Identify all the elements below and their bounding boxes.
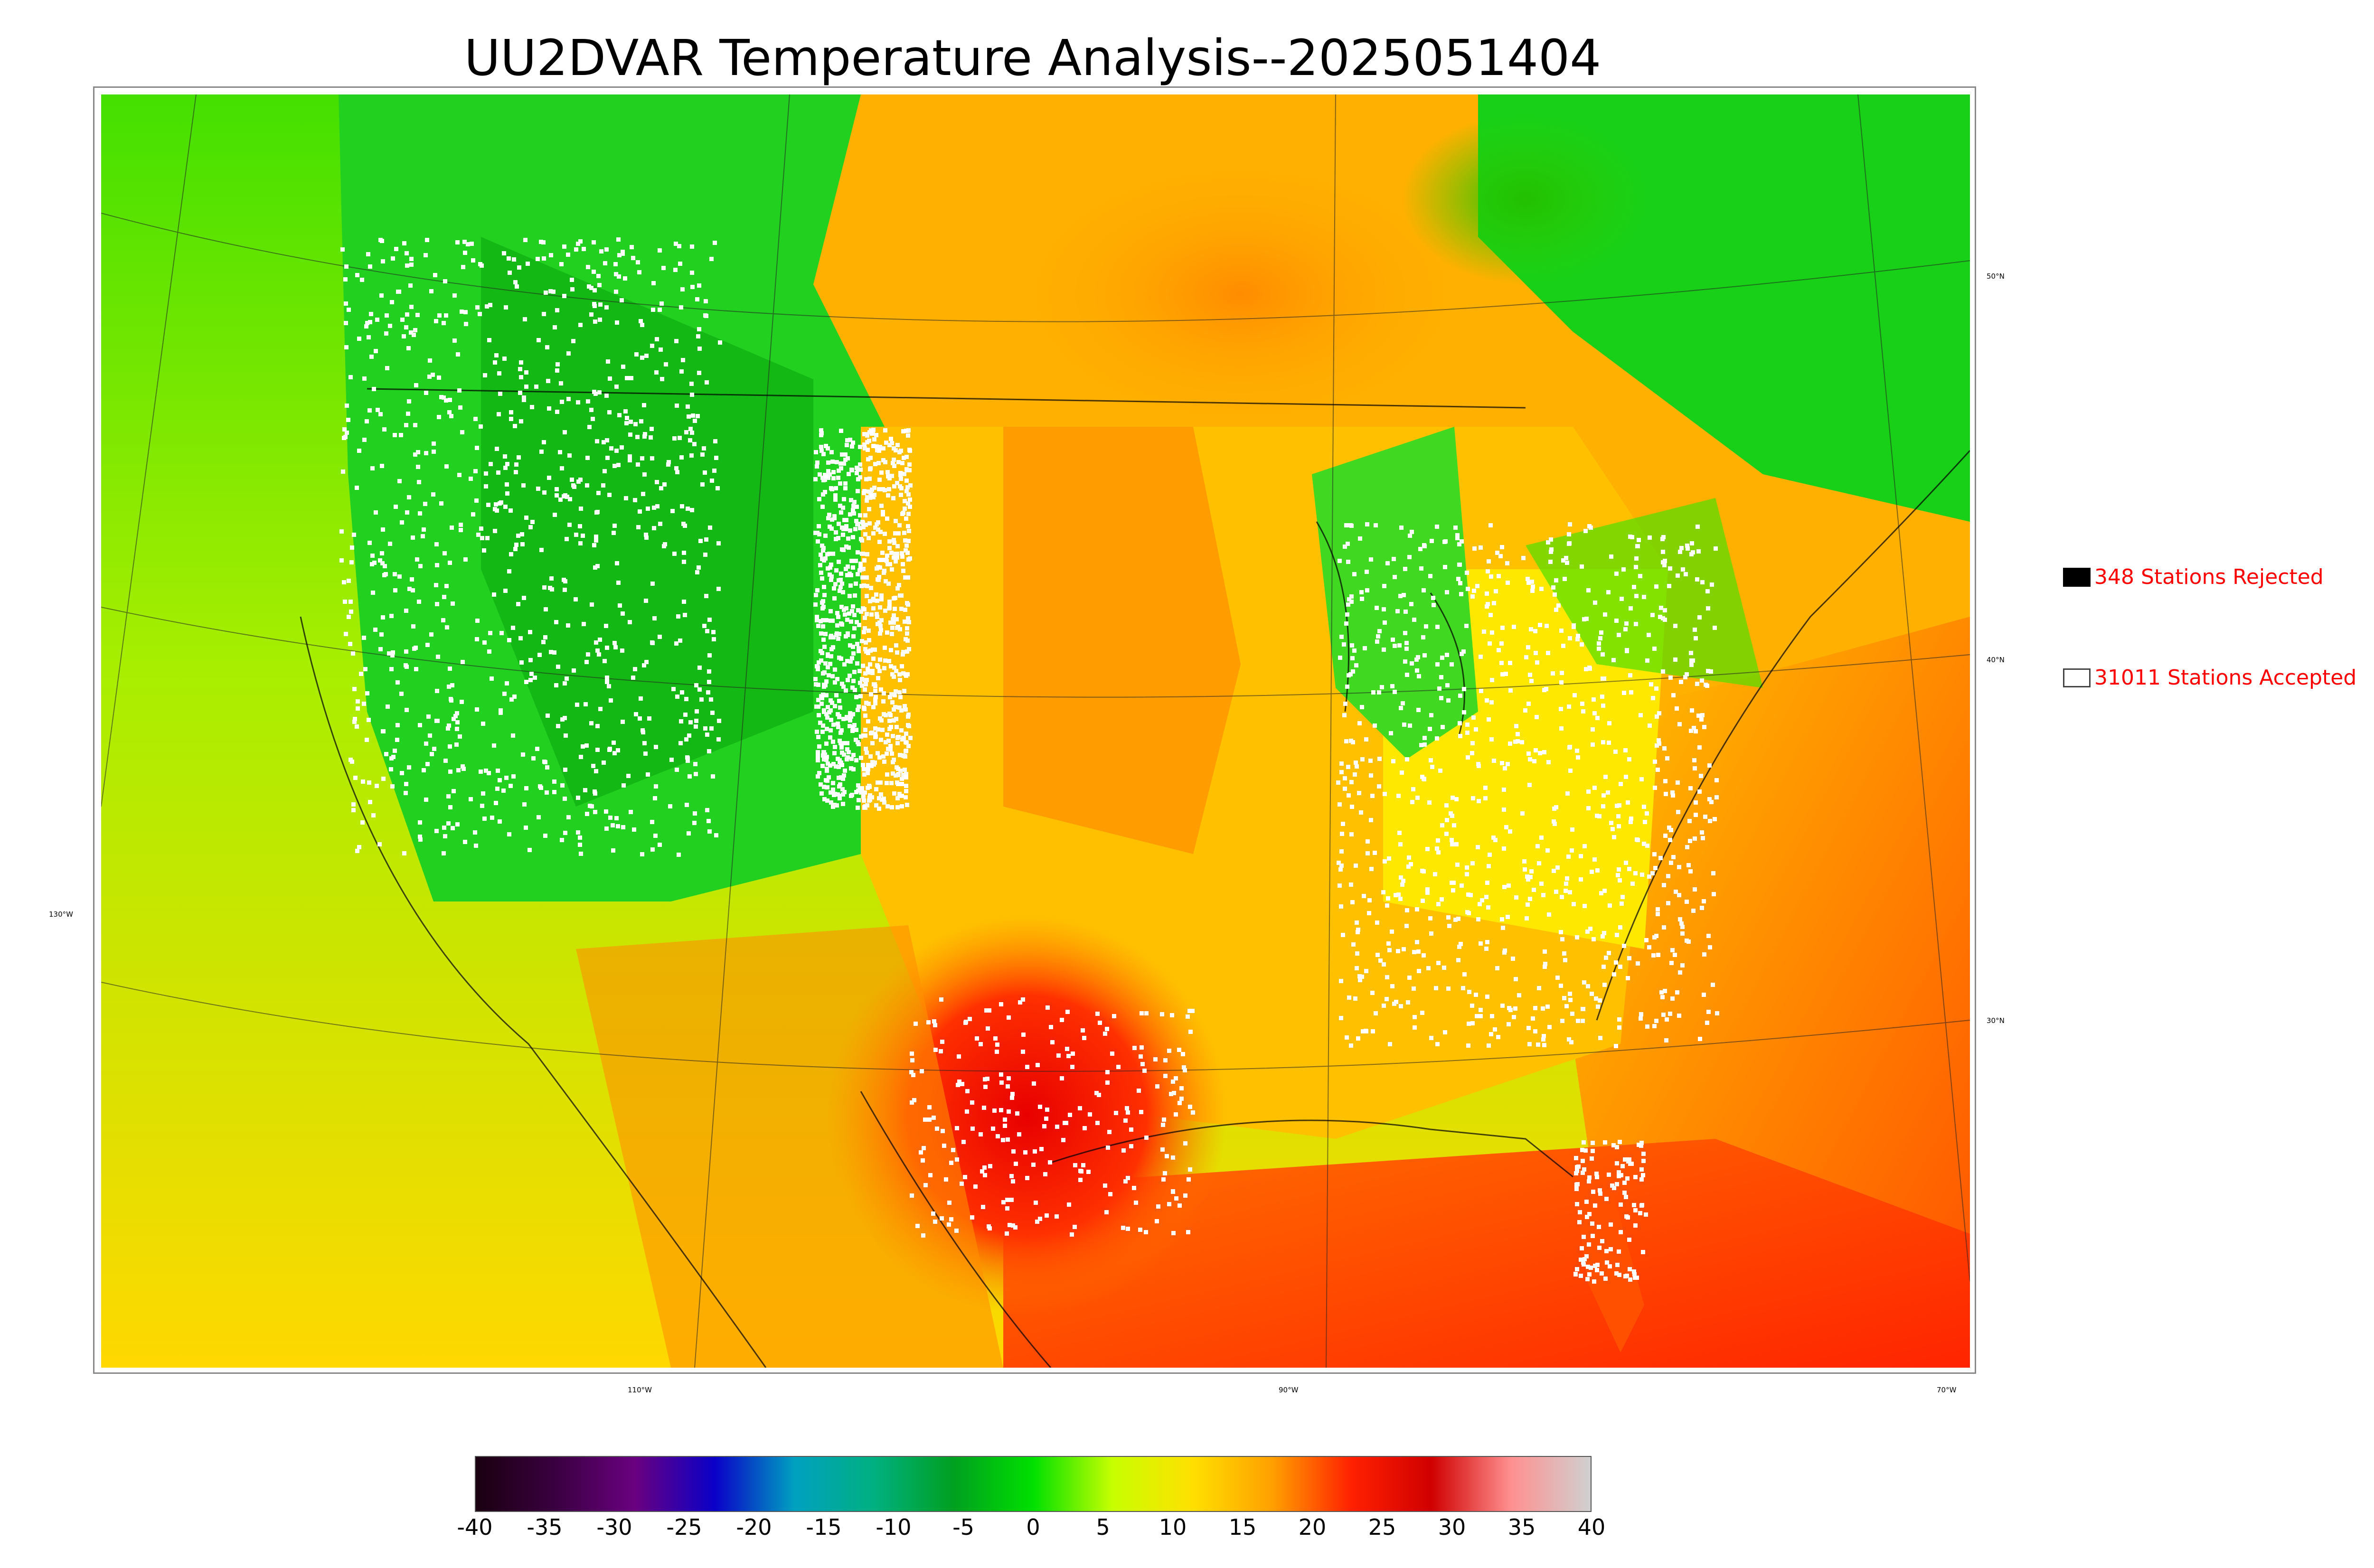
station-dots — [339, 237, 1719, 1284]
colorbar-tick: -35 — [527, 1514, 563, 1540]
colorbar-tick: -30 — [596, 1514, 632, 1540]
rejected-label: 348 Stations Rejected — [2094, 565, 2324, 589]
lat-label-40n: 40°N — [1987, 656, 2005, 664]
temperature-map[interactable]: 50°N 40°N 30°N 130°W 110°W 90°W 70°W — [49, 86, 2005, 1394]
colorbar-tick: -15 — [806, 1514, 842, 1540]
colorbar-tick: 10 — [1159, 1514, 1187, 1540]
colorbar-tick: -40 — [457, 1514, 493, 1540]
temperature-colorbar — [475, 1456, 1592, 1512]
lat-label-50n: 50°N — [1987, 272, 2005, 281]
lon-label-110w: 110°W — [628, 1386, 652, 1394]
temperature-field — [101, 94, 1970, 1368]
colorbar-tick: 0 — [1026, 1514, 1040, 1540]
accepted-swatch — [2063, 668, 2091, 687]
colorbar-tick: 5 — [1096, 1514, 1110, 1540]
legend-accepted: 31011 Stations Accepted — [2063, 666, 2356, 690]
colorbar-tick: -20 — [736, 1514, 772, 1540]
lon-label-90w: 90°W — [1279, 1386, 1299, 1394]
colorbar-tick: 35 — [1507, 1514, 1536, 1540]
colorbar-tick: 20 — [1298, 1514, 1327, 1540]
rejected-swatch — [2063, 567, 2091, 587]
lon-label-130w: 130°W — [49, 910, 73, 919]
colorbar-tick: -10 — [876, 1514, 912, 1540]
colorbar-tick: -25 — [666, 1514, 702, 1540]
lat-label-30n: 30°N — [1987, 1016, 2005, 1025]
accepted-label: 31011 Stations Accepted — [2094, 666, 2357, 690]
colorbar-tick: 40 — [1577, 1514, 1606, 1540]
map-title: UU2DVAR Temperature Analysis--2025051404 — [464, 29, 1602, 87]
colorbar-tick: 30 — [1438, 1514, 1466, 1540]
lon-label-70w: 70°W — [1937, 1386, 1957, 1394]
colorbar-tick: 15 — [1228, 1514, 1257, 1540]
colorbar-tick: -5 — [952, 1514, 974, 1540]
colorbar-tick: 25 — [1368, 1514, 1396, 1540]
legend-rejected: 348 Stations Rejected — [2063, 565, 2324, 589]
